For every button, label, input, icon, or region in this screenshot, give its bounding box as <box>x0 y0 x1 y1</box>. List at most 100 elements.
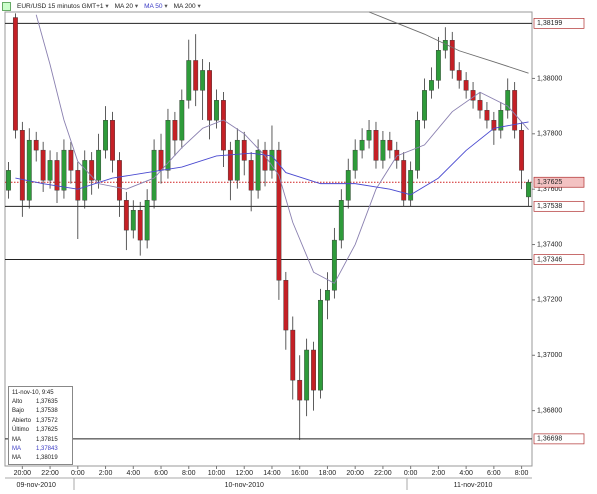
candle-body <box>227 149 233 181</box>
ma-menu[interactable]: MA 200 <box>174 2 201 10</box>
candle-body <box>61 149 67 191</box>
info-value: 1,37635 <box>36 399 58 406</box>
candle-body <box>422 90 427 121</box>
candle-body <box>116 160 122 201</box>
candle-body <box>172 120 178 141</box>
candle-body <box>234 139 240 181</box>
x-tick-label: 16:00 <box>291 470 309 477</box>
candle-body <box>186 60 192 101</box>
candle-body <box>526 182 531 198</box>
candle-body <box>408 170 414 201</box>
candle-body <box>311 349 316 391</box>
candle-body <box>512 90 518 131</box>
x-tick-label: 10:00 <box>208 470 226 477</box>
candle-body <box>6 170 11 191</box>
candle-body <box>96 149 102 181</box>
info-row: MA 1,37843 <box>9 444 72 453</box>
info-row: Bajo 1,37538 <box>9 407 72 416</box>
x-tick-label: 20:00 <box>14 470 32 477</box>
info-label: Abierto <box>12 417 32 424</box>
moving-average <box>368 11 529 74</box>
x-tick-label: 2:00 <box>99 470 113 477</box>
candle-body <box>318 299 323 391</box>
candle-body <box>207 70 212 121</box>
date-label: 09-nov-2010 <box>17 482 56 489</box>
info-value: 1,37843 <box>36 446 58 453</box>
x-tick-label: 6:00 <box>487 470 501 477</box>
candle-body <box>387 139 393 151</box>
x-tick-label: 20:00 <box>346 470 364 477</box>
candle-body <box>505 90 511 111</box>
x-tick-label: 4:00 <box>459 470 473 477</box>
candle-body <box>373 130 379 161</box>
candle-body <box>137 210 143 241</box>
candle-body <box>491 120 497 131</box>
candle-body <box>359 139 365 151</box>
price-label-box <box>533 200 585 212</box>
candle-body <box>12 17 18 131</box>
info-box: 11-nov-10, 9:45 Alto 1,37635 Bajo 1,37538 … <box>8 386 73 466</box>
candle-body <box>89 160 95 181</box>
price-label: 1,37625 <box>537 179 562 186</box>
x-tick-label: 4:00 <box>126 470 140 477</box>
candle-body <box>151 149 157 201</box>
candle-body <box>304 349 310 401</box>
candle-body <box>290 329 296 381</box>
x-tick-label: 0:00 <box>404 470 418 477</box>
candle-body <box>130 210 136 231</box>
y-tick-label: 1,37000 <box>537 352 562 359</box>
candle-body <box>463 80 469 91</box>
candle-body <box>103 120 108 151</box>
info-row: Abierto 1,37572 <box>9 416 72 425</box>
info-row: Último 1,37625 <box>9 426 72 435</box>
ma-menu[interactable]: MA 20 <box>115 2 139 10</box>
info-row: Alto 1,37635 <box>9 397 72 406</box>
price-label-box <box>533 18 585 29</box>
candle-body <box>477 100 483 111</box>
candle-body <box>110 120 115 161</box>
candle-body <box>519 130 525 171</box>
info-label: Bajo <box>12 408 25 415</box>
instrument-icon[interactable] <box>2 1 11 11</box>
x-tick-label: 22:00 <box>41 470 59 477</box>
price-label: 1,38199 <box>537 20 562 27</box>
candle-body <box>123 200 129 231</box>
candle-body <box>40 149 46 181</box>
y-tick-label: 1,36800 <box>537 407 562 414</box>
candle-body <box>470 90 476 101</box>
y-tick-label: 1,37800 <box>537 131 562 138</box>
candle-body <box>269 149 275 171</box>
candle-body <box>144 200 150 241</box>
moving-average <box>35 14 529 284</box>
price-label-box <box>533 176 585 188</box>
candle-body <box>26 139 32 201</box>
candle-body <box>276 149 282 281</box>
candle-body <box>165 120 171 171</box>
candle-body <box>82 160 88 201</box>
candle-body <box>331 239 337 291</box>
price-label: 1,37346 <box>537 256 562 263</box>
info-value: 1,37538 <box>36 408 58 415</box>
date-label: 11-nov-2010 <box>454 482 493 489</box>
info-title: 11-nov-10, 9:45 <box>12 389 54 396</box>
moving-average <box>15 121 529 196</box>
plot-frame <box>4 11 533 467</box>
candle-body <box>241 139 247 161</box>
candle-body <box>221 100 226 151</box>
instrument-menu[interactable]: EUR/USD 15 minutos GMT+1 <box>17 2 109 10</box>
info-row: MA 1,37815 <box>9 435 72 444</box>
candle-body <box>345 170 351 201</box>
x-tick-label: 6:00 <box>154 470 168 477</box>
date-label: 10-nov-2010 <box>225 482 264 489</box>
x-tick-label: 8:00 <box>515 470 529 477</box>
ma-menu[interactable]: MA 50 <box>144 2 168 10</box>
candle-body <box>248 160 254 191</box>
candle-body <box>449 40 455 71</box>
price-label: 1,37538 <box>537 203 562 210</box>
info-value: 1,37572 <box>36 417 58 424</box>
candle-body <box>415 120 421 171</box>
x-tick-label: 18:00 <box>319 470 337 477</box>
info-label: MA <box>12 446 21 453</box>
candle-body <box>19 130 25 201</box>
